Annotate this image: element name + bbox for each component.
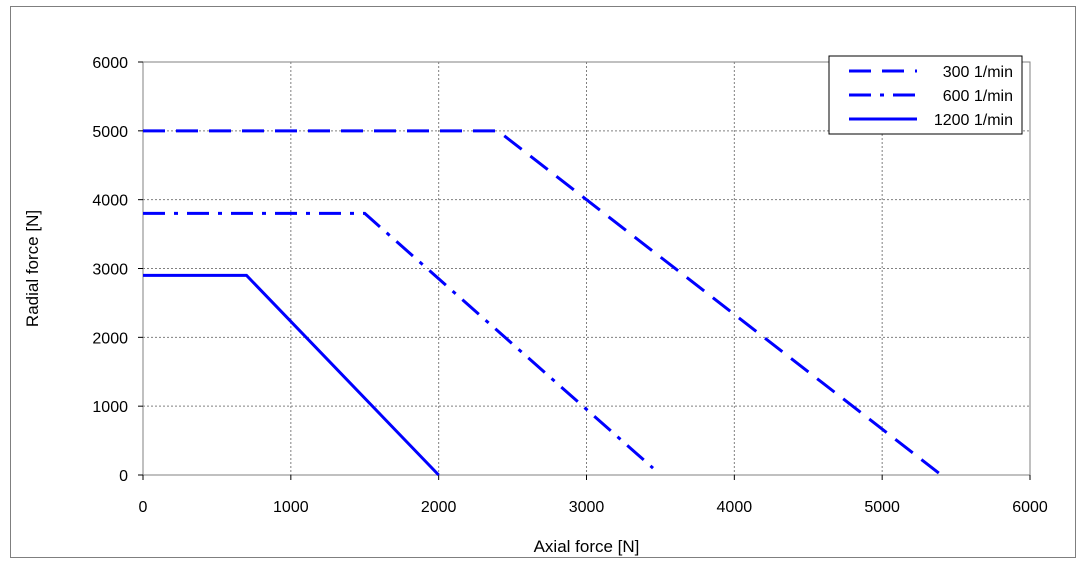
legend-label: 600 1/min (943, 88, 1013, 105)
y-tick-label: 6000 (92, 55, 128, 72)
x-tick-label: 0 (139, 499, 148, 516)
y-tick-label: 0 (119, 468, 128, 485)
legend-label: 1200 1/min (934, 112, 1013, 129)
x-tick-label: 1000 (273, 499, 309, 516)
legend-label: 300 1/min (943, 64, 1013, 81)
y-tick-label: 2000 (92, 330, 128, 347)
series-line-1 (143, 129, 943, 477)
y-tick-label: 4000 (92, 193, 128, 210)
y-axis-label: Radial force [N] (23, 210, 42, 327)
x-axis-ticks: 0 1000 2000 3000 4000 5000 6000 (139, 475, 1048, 516)
chart-frame (10, 6, 1076, 558)
y-tick-label: 5000 (92, 124, 128, 141)
x-tick-label: 3000 (569, 499, 605, 516)
y-axis-ticks: 0 1000 2000 3000 4000 5000 6000 (92, 55, 143, 485)
y-tick-label: 1000 (92, 399, 128, 416)
series-lines (143, 129, 943, 477)
x-axis-label: Axial force [N] (534, 537, 640, 556)
legend: 300 1/min 600 1/min 1200 1/min (828, 55, 1023, 135)
series-line-2 (143, 211, 655, 470)
series-line-3 (143, 273, 440, 477)
x-tick-label: 5000 (864, 499, 900, 516)
x-tick-label: 6000 (1012, 499, 1048, 516)
x-tick-label: 4000 (717, 499, 753, 516)
x-tick-label: 2000 (421, 499, 457, 516)
y-tick-label: 3000 (92, 262, 128, 279)
